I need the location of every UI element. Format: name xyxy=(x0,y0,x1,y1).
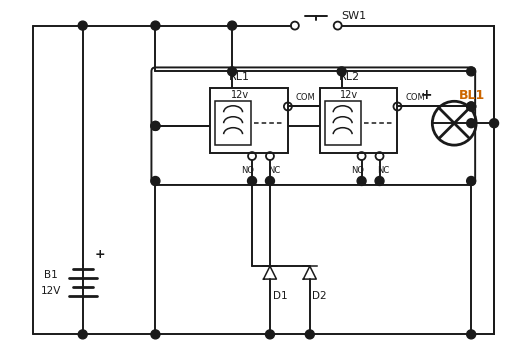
Text: +: + xyxy=(94,248,105,261)
Text: SW1: SW1 xyxy=(342,11,367,20)
Circle shape xyxy=(467,102,476,111)
Text: RL1: RL1 xyxy=(229,72,250,82)
Circle shape xyxy=(467,176,476,185)
Text: NO: NO xyxy=(351,166,364,175)
Circle shape xyxy=(305,330,314,339)
Circle shape xyxy=(151,121,160,130)
Circle shape xyxy=(151,176,160,185)
Text: +: + xyxy=(420,88,432,102)
Circle shape xyxy=(337,67,346,76)
Circle shape xyxy=(151,330,160,339)
Text: NC: NC xyxy=(268,166,280,175)
Circle shape xyxy=(228,67,237,76)
Text: COM: COM xyxy=(405,94,425,102)
Circle shape xyxy=(247,176,256,185)
Circle shape xyxy=(266,176,275,185)
Circle shape xyxy=(151,121,160,130)
FancyBboxPatch shape xyxy=(215,101,251,145)
Circle shape xyxy=(228,21,237,30)
Circle shape xyxy=(375,176,384,185)
Text: COM: COM xyxy=(296,94,316,102)
Circle shape xyxy=(78,21,87,30)
Circle shape xyxy=(467,102,476,111)
Circle shape xyxy=(357,176,366,185)
Text: BL1: BL1 xyxy=(459,89,486,102)
FancyBboxPatch shape xyxy=(320,88,398,153)
Circle shape xyxy=(467,119,476,128)
Circle shape xyxy=(490,119,499,128)
FancyBboxPatch shape xyxy=(325,101,361,145)
Text: B1: B1 xyxy=(44,270,58,280)
Text: RL2: RL2 xyxy=(339,72,360,82)
Text: 12v: 12v xyxy=(340,90,358,100)
Text: 12v: 12v xyxy=(231,90,249,100)
Circle shape xyxy=(78,330,87,339)
Circle shape xyxy=(266,330,275,339)
Text: NC: NC xyxy=(377,166,390,175)
Circle shape xyxy=(151,21,160,30)
Text: 12V: 12V xyxy=(41,286,61,295)
Text: NO: NO xyxy=(242,166,255,175)
FancyBboxPatch shape xyxy=(210,88,288,153)
Circle shape xyxy=(467,330,476,339)
Text: D1: D1 xyxy=(272,291,287,300)
Circle shape xyxy=(467,67,476,76)
Text: D2: D2 xyxy=(313,291,327,300)
